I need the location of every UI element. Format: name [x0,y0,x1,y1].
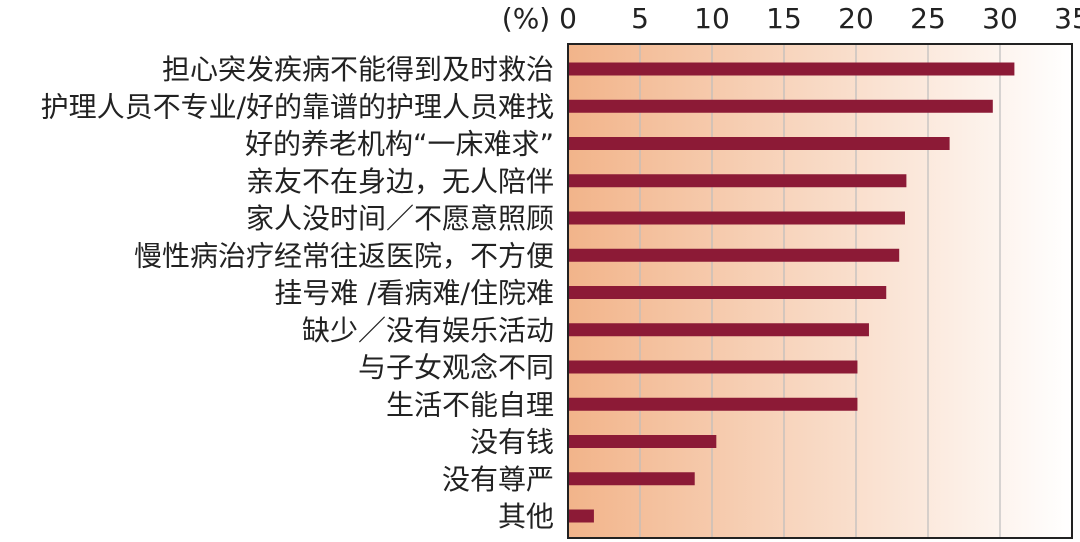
bar-10 [568,435,717,448]
category-label-10: 没有钱 [470,426,554,459]
unit-label: (%) [502,2,550,35]
bar-12 [568,509,594,523]
bar-6 [568,286,887,299]
category-label-9: 生活不能自理 [386,388,554,421]
bar-0 [568,62,1015,76]
bar-1 [568,99,993,113]
category-label-8: 与子女观念不同 [358,351,554,384]
x-tick-label-10: 10 [694,2,730,35]
category-label-3: 亲友不在身边，无人陪伴 [246,165,554,198]
x-tick-label-15: 15 [766,2,802,35]
category-label-6: 挂号难 /看病难/住院难 [274,277,554,310]
bar-2 [568,137,950,150]
category-label-7: 缺少／没有娱乐活动 [302,314,554,347]
bar-8 [568,360,858,374]
category-label-0: 担心突发疾病不能得到及时救治 [162,53,554,86]
bar-5 [568,248,900,262]
x-tick-label-20: 20 [838,2,874,35]
bar-3 [568,174,907,188]
category-labels: 担心突发疾病不能得到及时救治护理人员不专业/好的靠谱的护理人员难找好的养老机构“… [41,53,554,533]
category-label-12: 其他 [498,500,554,533]
bar-11 [568,472,695,486]
x-tick-label-30: 30 [982,2,1018,35]
x-tick-label-0: 0 [559,2,577,35]
bar-7 [568,323,869,337]
x-tick-label-25: 25 [910,2,946,35]
category-label-5: 慢性病治疗经常往返医院，不方便 [134,239,554,272]
category-label-2: 好的养老机构“一床难求” [245,128,554,161]
x-tick-labels: 0 5 10 15 20 25 30 35 [559,2,1080,35]
category-label-1: 护理人员不专业/好的靠谱的护理人员难找 [41,90,554,123]
plot-frame [567,43,1073,539]
bar-9 [568,397,858,411]
x-tick-label-35: 35 [1054,2,1080,35]
x-tick-label-5: 5 [631,2,649,35]
bars [568,62,1015,523]
category-label-11: 没有尊严 [442,463,554,496]
bar-4 [568,211,905,225]
category-label-4: 家人没时间／不愿意照顾 [246,202,554,235]
